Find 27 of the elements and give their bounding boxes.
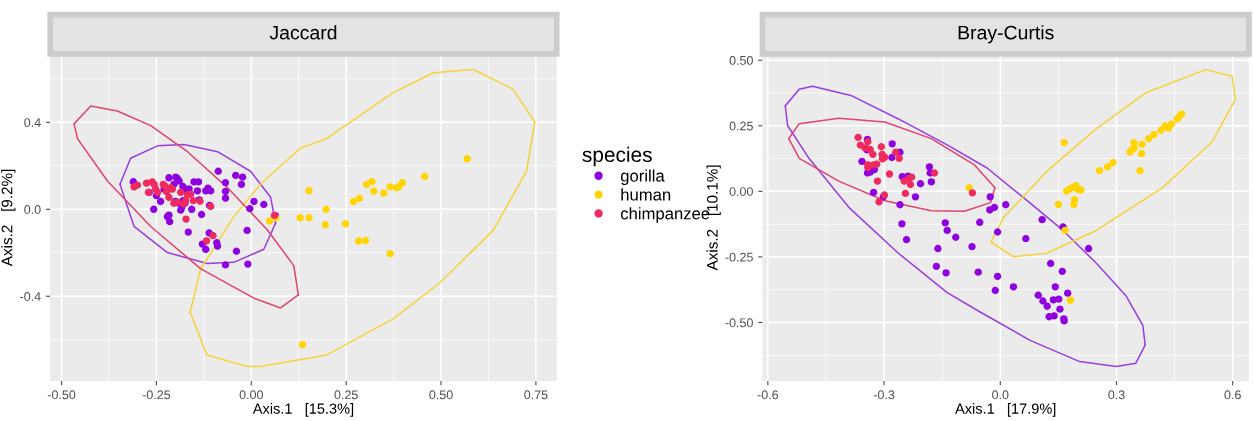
x-tick-label: -0.25 — [142, 390, 171, 400]
x-tick-label: 0.00 — [239, 390, 263, 400]
chart-title: Jaccard — [269, 25, 337, 40]
legend-title: species — [582, 146, 652, 167]
x-tick-label: 0.0 — [992, 390, 1009, 400]
x-tick-label: 0.75 — [524, 390, 548, 400]
y-tick-label: 0.00 — [729, 187, 753, 196]
x-axis-title: Axis.1 [15.3%] — [252, 403, 354, 417]
y-tick-label: 0.0 — [24, 205, 41, 214]
y-tick-label: -0.4 — [20, 292, 41, 301]
x-tick-label: -0.3 — [873, 390, 895, 400]
y-tick-label: 0.25 — [729, 121, 753, 131]
y-tick-label: -0.50 — [725, 318, 753, 328]
legend-label: human — [621, 188, 671, 201]
x-tick-label: 0.3 — [1108, 390, 1125, 400]
x-tick-label: 0.6 — [1224, 390, 1241, 400]
y-axis-title: Axis.2 [9.2%] — [1, 169, 16, 267]
y-tick-label: -0.25 — [725, 252, 753, 262]
x-tick-label: 0.25 — [334, 390, 358, 400]
x-tick-label: 0.50 — [429, 390, 453, 400]
x-axis-title: Axis.1 [17.9%] — [955, 403, 1056, 417]
x-tick-label: -0.6 — [757, 390, 779, 400]
legend-label: gorilla — [620, 169, 665, 186]
y-tick-label: 0.4 — [24, 118, 41, 128]
chart-title: Bray-Curtis — [958, 25, 1054, 44]
x-tick-label: -0.50 — [47, 390, 76, 400]
y-tick-label: 0.50 — [729, 55, 753, 65]
